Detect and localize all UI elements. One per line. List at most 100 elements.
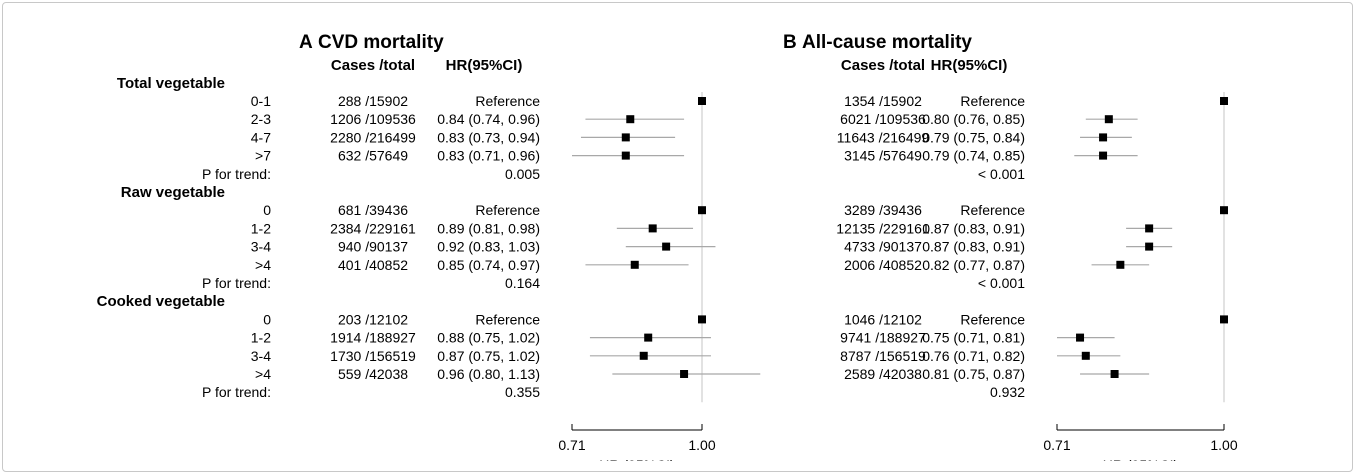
cases-total-vegetable-0-1: 1354 /15902 xyxy=(844,93,922,109)
point-total-vegetable-4-7 xyxy=(621,133,630,142)
p-trend-label: P for trend: xyxy=(202,275,271,291)
cases-cooked-vegetable-3-4: 8787 /156519 xyxy=(840,348,926,364)
point-raw-vegetable-1-2 xyxy=(648,224,657,233)
category-label-raw-vegetable-3-4: 3-4 xyxy=(251,239,271,255)
p-trend-value-raw-vegetable: < 0.001 xyxy=(978,275,1025,291)
point-cooked-vegetable-1-2 xyxy=(644,333,653,342)
p-trend-value-cooked-vegetable: 0.932 xyxy=(990,384,1025,400)
cases-raw-vegetable-0: 681 /39436 xyxy=(338,202,408,218)
point-total-vegetable-4-7 xyxy=(1099,133,1108,142)
hr-text-cooked-vegetable-3-4: 0.76 (0.71, 0.82) xyxy=(922,348,1025,364)
cases-raw-vegetable-3-4: 940 /90137 xyxy=(338,239,408,255)
x-axis-title: HR (95%CI) xyxy=(1103,457,1178,461)
p-trend-label: P for trend: xyxy=(202,384,271,400)
column-header-hr: HR(95%CI) xyxy=(931,57,1008,74)
point-raw-vegetable-1-2 xyxy=(1145,224,1154,233)
hr-text-total-vegetable-4-7: 0.83 (0.73, 0.94) xyxy=(437,129,540,145)
cases-cooked-vegetable-1-2: 9741 /188927 xyxy=(840,330,926,346)
hr-text-raw-vegetable-0: Reference xyxy=(960,202,1025,218)
hr-text-total-vegetable-gt7: 0.83 (0.71, 0.96) xyxy=(437,148,540,164)
point-total-vegetable-gt7 xyxy=(621,151,630,160)
cases-total-vegetable-4-7: 11643 /216499 xyxy=(837,129,930,145)
point-cooked-vegetable-gt4 xyxy=(1110,370,1119,378)
cases-cooked-vegetable-gt4: 2589 /42038 xyxy=(844,366,922,382)
cases-cooked-vegetable-0: 1046 /12102 xyxy=(844,311,922,327)
cases-total-vegetable-gt7: 3145 /57649 xyxy=(844,148,922,164)
hr-text-total-vegetable-2-3: 0.84 (0.74, 0.96) xyxy=(437,111,540,127)
hr-text-total-vegetable-4-7: 0.79 (0.75, 0.84) xyxy=(922,129,1025,145)
point-raw-vegetable-0 xyxy=(1220,206,1228,215)
point-total-vegetable-gt7 xyxy=(1099,151,1108,160)
forest-plot-figure: Total vegetable 0-1 2-3 4-7 >7 P for trend: Ra… xyxy=(97,32,1238,461)
cases-raw-vegetable-gt4: 2006 /40852 xyxy=(844,257,922,273)
category-label-raw-vegetable-1-2: 1-2 xyxy=(251,220,271,236)
cases-total-vegetable-2-3: 6021 /109536 xyxy=(840,111,926,127)
p-trend-value-cooked-vegetable: 0.355 xyxy=(505,384,540,400)
x-tick-label: 1.00 xyxy=(688,437,715,453)
column-header-cases: Cases /total xyxy=(331,57,415,74)
group-label-raw-vegetable: Raw vegetable xyxy=(121,184,225,201)
panel-letter: B xyxy=(783,32,797,53)
cases-total-vegetable-4-7: 2280 /216499 xyxy=(330,129,416,145)
hr-text-total-vegetable-2-3: 0.80 (0.76, 0.85) xyxy=(922,111,1025,127)
hr-text-cooked-vegetable-1-2: 0.75 (0.71, 0.81) xyxy=(922,330,1025,346)
category-label-cooked-vegetable-gt4: >4 xyxy=(255,366,271,382)
group-label-cooked-vegetable: Cooked vegetable xyxy=(97,293,225,310)
point-raw-vegetable-0 xyxy=(698,206,706,215)
category-label-total-vegetable-gt7: >7 xyxy=(255,148,271,164)
hr-text-raw-vegetable-gt4: 0.85 (0.74, 0.97) xyxy=(437,257,540,273)
category-label-raw-vegetable-gt4: >4 xyxy=(255,257,271,273)
cases-total-vegetable-2-3: 1206 /109536 xyxy=(330,111,416,127)
point-cooked-vegetable-0 xyxy=(1220,315,1228,324)
cases-raw-vegetable-1-2: 12135 /229161 xyxy=(836,220,930,236)
category-label-total-vegetable-2-3: 2-3 xyxy=(251,111,271,127)
point-cooked-vegetable-gt4 xyxy=(680,370,689,378)
panel-title: CVD mortality xyxy=(318,32,444,53)
point-raw-vegetable-gt4 xyxy=(630,260,639,269)
category-label-total-vegetable-4-7: 4-7 xyxy=(251,129,271,145)
cases-raw-vegetable-1-2: 2384 /229161 xyxy=(330,220,416,236)
subgroup-labels: Total vegetable 0-1 2-3 4-7 >7 P for trend: Ra… xyxy=(97,75,272,400)
x-tick-label: 0.71 xyxy=(558,437,585,453)
cases-raw-vegetable-3-4: 4733 /90137 xyxy=(844,239,922,255)
hr-text-cooked-vegetable-gt4: 0.81 (0.75, 0.87) xyxy=(922,366,1025,382)
category-label-cooked-vegetable-0: 0 xyxy=(263,311,271,327)
hr-text-raw-vegetable-1-2: 0.89 (0.81, 0.98) xyxy=(437,220,540,236)
cases-raw-vegetable-gt4: 401 /40852 xyxy=(338,257,408,273)
panel-cvd-mortality: A CVD mortality Cases /total HR(95%CI) 0.71 1… xyxy=(299,32,761,461)
x-axis-title: HR (95%CI) xyxy=(599,457,674,461)
point-total-vegetable-2-3 xyxy=(1104,115,1113,124)
panel-letter: A xyxy=(299,32,313,53)
hr-text-cooked-vegetable-0: Reference xyxy=(960,311,1025,327)
point-total-vegetable-0-1 xyxy=(698,97,706,105)
cases-cooked-vegetable-1-2: 1914 /188927 xyxy=(330,330,416,346)
category-label-cooked-vegetable-3-4: 3-4 xyxy=(251,348,271,364)
hr-text-raw-vegetable-3-4: 0.92 (0.83, 1.03) xyxy=(437,239,540,255)
hr-text-raw-vegetable-1-2: 0.87 (0.83, 0.91) xyxy=(922,220,1025,236)
hr-text-cooked-vegetable-0: Reference xyxy=(475,311,540,327)
p-trend-value-total-vegetable: 0.005 xyxy=(505,166,540,182)
hr-text-total-vegetable-0-1: Reference xyxy=(475,93,540,109)
group-label-total-vegetable: Total vegetable xyxy=(117,75,225,92)
cases-total-vegetable-0-1: 288 /15902 xyxy=(338,93,408,109)
hr-text-cooked-vegetable-1-2: 0.88 (0.75, 1.02) xyxy=(437,330,540,346)
hr-text-total-vegetable-0-1: Reference xyxy=(960,93,1025,109)
hr-text-cooked-vegetable-3-4: 0.87 (0.75, 1.02) xyxy=(437,348,540,364)
p-trend-value-raw-vegetable: 0.164 xyxy=(505,275,540,291)
hr-text-total-vegetable-gt7: 0.79 (0.74, 0.85) xyxy=(922,148,1025,164)
point-cooked-vegetable-3-4 xyxy=(639,351,648,360)
x-tick-label: 1.00 xyxy=(1210,437,1237,453)
point-raw-vegetable-3-4 xyxy=(1145,242,1154,251)
cases-cooked-vegetable-0: 203 /12102 xyxy=(338,311,408,327)
point-cooked-vegetable-1-2 xyxy=(1076,333,1085,342)
category-label-total-vegetable-0-1: 0-1 xyxy=(251,93,271,109)
hr-text-raw-vegetable-gt4: 0.82 (0.77, 0.87) xyxy=(922,257,1025,273)
category-label-raw-vegetable-0: 0 xyxy=(263,202,271,218)
column-header-hr: HR(95%CI) xyxy=(446,57,523,74)
hr-text-cooked-vegetable-gt4: 0.96 (0.80, 1.13) xyxy=(437,366,540,382)
panel-title: All-cause mortality xyxy=(802,32,972,53)
point-cooked-vegetable-3-4 xyxy=(1081,351,1090,360)
hr-text-raw-vegetable-3-4: 0.87 (0.83, 0.91) xyxy=(922,239,1025,255)
p-trend-value-total-vegetable: < 0.001 xyxy=(978,166,1025,182)
point-total-vegetable-0-1 xyxy=(1220,97,1228,105)
